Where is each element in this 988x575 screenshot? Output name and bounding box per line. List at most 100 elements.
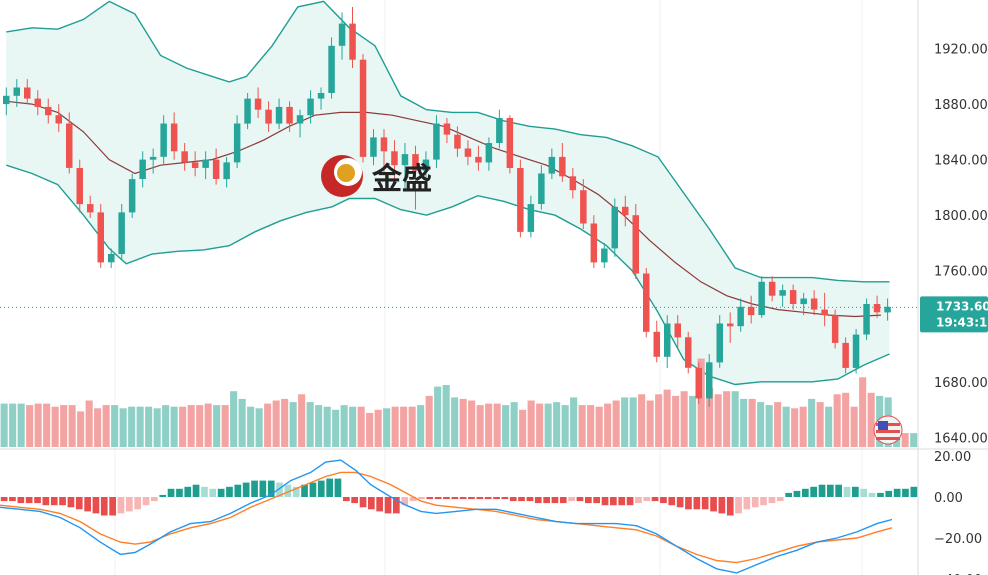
volume-bar [706,388,714,447]
candle-body [13,87,20,96]
macd-histogram-bar [476,497,484,500]
volume-bar [859,377,867,448]
volume-bar [731,391,739,447]
macd-signal-line [0,471,893,564]
candle [45,98,52,124]
candle [254,87,262,118]
candle-body [66,123,73,168]
volume-bar [570,397,578,447]
macd-histogram-bar [267,480,275,497]
macd-histogram-bar [793,490,801,497]
macd-histogram-bar [209,488,217,497]
brand-logo: 金盛 [321,155,432,197]
macd-histogram-bar [543,497,550,504]
macd-histogram-bar [234,484,242,497]
candle [454,126,461,157]
candle [118,204,125,260]
candle-body [254,98,262,110]
volume-bar [740,398,748,447]
candle-body [202,159,209,168]
candle-body [758,281,765,316]
macd-histogram-bar [259,480,267,497]
volume-bar [145,406,153,447]
macd-histogram-bar [84,497,91,512]
volume-bar [425,395,433,447]
macd-histogram-bar [693,497,701,510]
macd-histogram-bar [760,497,767,506]
macd-histogram-bar [217,488,225,497]
macd-histogram-bar [0,497,8,502]
candle-body [55,115,62,124]
macd-histogram-bar [710,497,717,512]
macd-histogram-bar [343,497,350,502]
macd-histogram-bar [902,488,909,497]
macd-histogram-bar [443,497,450,500]
candle [97,204,104,268]
volume-bar [680,391,688,447]
candle-body [538,173,545,204]
volume-bar [723,391,731,447]
candle [842,337,849,374]
candle-body [443,123,451,135]
volume-bar [476,405,484,447]
volume-bar [238,398,246,447]
volume-bar [51,406,59,447]
macd-histogram-bar [201,486,208,498]
macd-histogram-bar [776,497,784,502]
volume-bar [638,394,646,447]
candle [716,315,723,368]
candle-body [737,306,744,327]
candle [76,159,83,213]
macd-histogram-bar [885,490,893,497]
candle [758,276,765,318]
macd-histogram-bar [493,497,500,500]
macd-histogram-bar [42,497,50,506]
candle [55,104,62,132]
volume-bars [0,358,918,448]
candle [496,109,503,149]
macd-histogram-bar [25,497,33,504]
macd-histogram-bar [668,497,676,506]
macd-histogram-bar [368,497,375,510]
candle-body [76,168,83,205]
candle [800,292,807,316]
price-tick-label: 1680.00 [934,376,988,391]
macd-histogram-bar [877,492,884,497]
volume-bar [77,411,85,447]
volume-bar [289,402,297,448]
volume-bar [536,403,544,447]
macd-histogram-bar [401,497,409,506]
candle-body [223,162,230,180]
macd-histogram-bar [526,497,534,502]
candle-body [454,134,461,149]
candle [66,112,73,174]
candle-body [548,156,556,174]
bollinger-lower [6,164,890,386]
volume-bar [612,400,620,447]
candle [149,148,157,174]
candle-body [87,204,94,213]
volume-bar [485,403,493,447]
candle [244,93,251,130]
candle-body [611,206,618,249]
candle-body [884,306,891,313]
macd-histogram-bar [718,497,726,514]
volume-bar [901,433,909,448]
candle-body [401,154,409,166]
candlesticks [3,6,891,407]
macd-histogram-bar [518,497,525,502]
macd-histogram-bar [910,486,918,498]
macd-histogram-bar [618,497,626,506]
macd-histogram-bar [109,497,116,516]
macd-histogram-bar [852,486,859,498]
candle [548,148,556,180]
candle-body [842,342,849,368]
candle-body [496,118,503,143]
candle-body [475,156,482,163]
candle [506,115,514,174]
volume-bar [519,409,527,447]
volume-bar [247,406,255,447]
macd-histogram-bar [501,497,509,500]
macd-histogram-bar [384,497,392,514]
